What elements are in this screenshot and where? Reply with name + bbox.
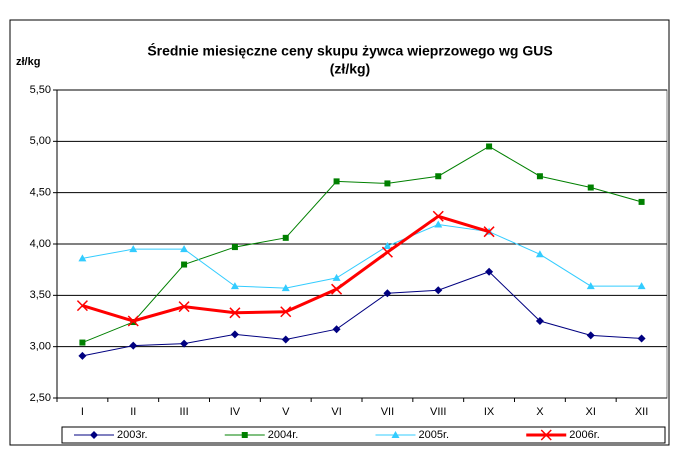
x-tick-label: V bbox=[282, 406, 290, 418]
marker bbox=[434, 220, 443, 228]
marker bbox=[76, 300, 88, 312]
marker bbox=[434, 286, 443, 295]
x-tick-label: X bbox=[536, 406, 544, 418]
marker bbox=[586, 331, 595, 340]
x-tick-label: III bbox=[179, 406, 188, 418]
series-line bbox=[82, 223, 642, 289]
marker bbox=[280, 306, 292, 318]
marker bbox=[486, 143, 493, 150]
marker bbox=[127, 315, 139, 327]
marker bbox=[331, 283, 343, 295]
y-tick-label: 3,50 bbox=[30, 289, 51, 301]
marker bbox=[281, 335, 290, 344]
marker bbox=[637, 282, 646, 290]
marker bbox=[282, 234, 289, 241]
series-line bbox=[82, 145, 642, 344]
legend-label: 2005r. bbox=[419, 429, 450, 441]
marker bbox=[587, 184, 594, 191]
y-tick-label: 2,50 bbox=[30, 392, 51, 404]
x-tick-label: II bbox=[130, 406, 136, 418]
marker bbox=[241, 432, 248, 438]
marker bbox=[180, 245, 189, 253]
marker bbox=[432, 210, 444, 222]
marker bbox=[79, 339, 86, 346]
y-tick-label: 4,50 bbox=[30, 187, 51, 199]
marker bbox=[230, 282, 239, 290]
x-tick-label: IX bbox=[484, 406, 495, 418]
marker bbox=[129, 245, 138, 253]
marker bbox=[230, 330, 239, 339]
x-tick-label: XII bbox=[635, 406, 648, 418]
marker bbox=[231, 244, 238, 251]
marker bbox=[383, 242, 392, 250]
marker bbox=[435, 173, 442, 180]
marker bbox=[535, 250, 544, 258]
marker bbox=[381, 246, 393, 258]
marker bbox=[181, 261, 188, 268]
x-tick-label: VI bbox=[331, 406, 341, 418]
marker bbox=[391, 431, 400, 438]
y-axis-label: zł/kg bbox=[16, 56, 40, 68]
x-tick-label: IV bbox=[230, 406, 241, 418]
marker bbox=[536, 173, 543, 180]
marker bbox=[332, 273, 341, 281]
marker bbox=[90, 431, 98, 439]
marker bbox=[129, 341, 138, 350]
marker bbox=[78, 254, 87, 262]
legend-label: 2003r. bbox=[117, 429, 148, 441]
marker bbox=[637, 334, 646, 343]
y-tick-label: 3,00 bbox=[30, 341, 51, 353]
marker bbox=[332, 325, 341, 334]
marker bbox=[180, 339, 189, 348]
y-tick-label: 5,50 bbox=[30, 84, 51, 96]
x-tick-label: I bbox=[81, 406, 84, 418]
chart-title: Średnie miesięczne ceny skupu żywca wiep… bbox=[147, 42, 552, 59]
legend-label: 2004r. bbox=[268, 429, 299, 441]
marker bbox=[638, 198, 645, 205]
series-line bbox=[82, 271, 642, 357]
legend bbox=[61, 426, 666, 444]
y-tick-label: 4,00 bbox=[30, 238, 51, 250]
marker bbox=[586, 282, 595, 290]
marker bbox=[178, 301, 190, 313]
x-tick-label: XI bbox=[586, 406, 596, 418]
marker bbox=[229, 307, 241, 319]
x-tick-label: VIII bbox=[430, 406, 447, 418]
marker bbox=[281, 284, 290, 292]
marker bbox=[485, 267, 494, 276]
marker bbox=[384, 180, 391, 187]
marker bbox=[383, 289, 392, 298]
marker bbox=[333, 178, 340, 185]
legend-label: 2006r. bbox=[569, 429, 600, 441]
marker bbox=[535, 317, 544, 325]
chart-title: (zł/kg) bbox=[330, 61, 370, 77]
marker bbox=[540, 429, 552, 441]
marker bbox=[78, 351, 87, 360]
x-tick-label: VII bbox=[381, 406, 394, 418]
y-tick-label: 5,00 bbox=[30, 135, 51, 147]
marker bbox=[483, 226, 495, 238]
